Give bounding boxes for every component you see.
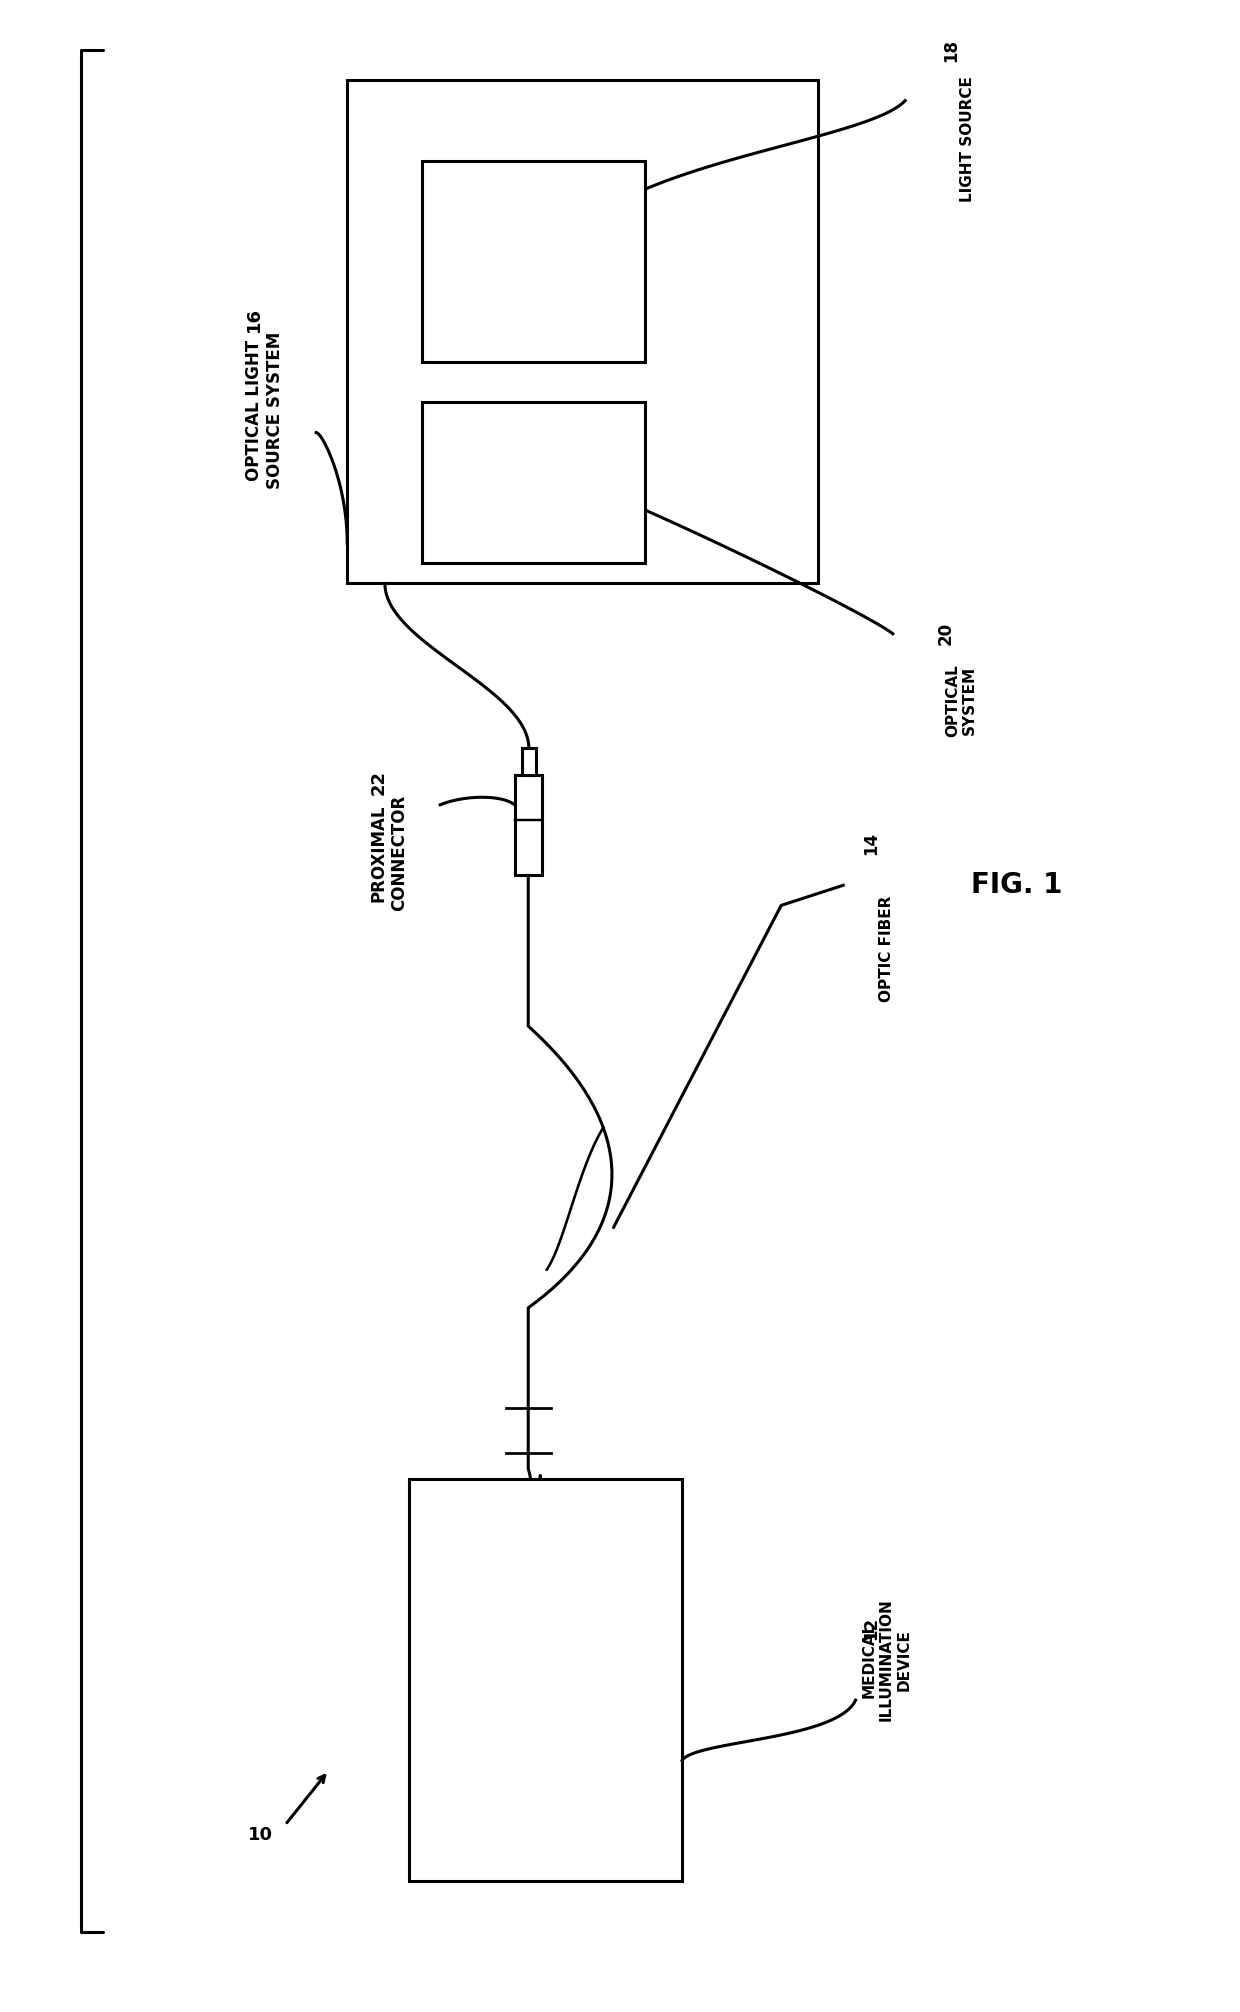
Text: 16: 16 (246, 308, 263, 332)
Text: 18: 18 (942, 38, 961, 62)
Text: OPTIC FIBER: OPTIC FIBER (879, 895, 894, 1002)
Text: 12: 12 (862, 1618, 880, 1640)
Text: 20: 20 (936, 622, 955, 646)
Text: FIG. 1: FIG. 1 (971, 871, 1063, 899)
Text: MEDICAL
ILLUMINATION
DEVICE: MEDICAL ILLUMINATION DEVICE (862, 1598, 911, 1722)
Bar (522, 748, 536, 775)
Bar (409, 1479, 682, 1881)
Text: OPTICAL LIGHT
SOURCE SYSTEM: OPTICAL LIGHT SOURCE SYSTEM (224, 332, 284, 489)
Bar (422, 161, 645, 362)
Text: 22: 22 (370, 771, 387, 795)
Text: OPTICAL
SYSTEM: OPTICAL SYSTEM (945, 664, 977, 736)
Text: PROXIMAL
CONNECTOR: PROXIMAL CONNECTOR (348, 795, 408, 911)
Text: LIGHT SOURCE: LIGHT SOURCE (960, 76, 975, 203)
Bar (347, 80, 818, 583)
Bar (422, 402, 645, 563)
Text: 10: 10 (248, 1827, 273, 1843)
Text: 14: 14 (862, 833, 880, 855)
Bar (515, 775, 542, 875)
